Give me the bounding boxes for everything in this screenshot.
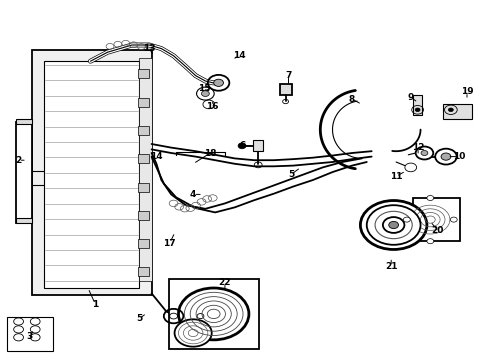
Circle shape <box>178 288 248 340</box>
Text: 7: 7 <box>285 71 291 80</box>
Bar <box>138 211 149 220</box>
Text: 14: 14 <box>150 152 163 161</box>
Text: 5: 5 <box>287 170 293 179</box>
Text: 19: 19 <box>460 87 472 96</box>
Text: 18: 18 <box>203 149 216 158</box>
Text: 8: 8 <box>348 94 354 104</box>
Bar <box>16 218 32 223</box>
Text: 12: 12 <box>411 143 424 152</box>
Circle shape <box>447 108 452 112</box>
Bar <box>7 317 53 351</box>
Circle shape <box>382 217 404 233</box>
Text: 1: 1 <box>92 300 98 309</box>
Bar <box>253 140 263 151</box>
Text: 4: 4 <box>189 190 196 199</box>
Text: 16: 16 <box>206 102 219 111</box>
Bar <box>412 198 459 241</box>
Text: 3: 3 <box>26 332 32 341</box>
Bar <box>16 119 32 124</box>
Bar <box>16 122 32 223</box>
Bar <box>138 239 149 248</box>
Text: 13: 13 <box>142 44 155 53</box>
Text: 6: 6 <box>240 141 245 150</box>
Bar <box>138 69 149 78</box>
Text: 9: 9 <box>407 93 413 102</box>
Circle shape <box>426 239 433 244</box>
Circle shape <box>174 319 211 347</box>
Bar <box>44 61 139 288</box>
Circle shape <box>449 217 456 222</box>
Circle shape <box>440 153 450 160</box>
Circle shape <box>414 108 419 112</box>
Circle shape <box>415 147 432 159</box>
Bar <box>139 58 151 281</box>
Text: 10: 10 <box>452 152 465 161</box>
Bar <box>168 279 259 349</box>
Circle shape <box>403 217 409 222</box>
Bar <box>138 267 149 276</box>
Text: 17: 17 <box>163 238 176 248</box>
Bar <box>138 183 149 192</box>
Bar <box>138 126 149 135</box>
Bar <box>32 50 151 295</box>
Circle shape <box>360 201 426 249</box>
Circle shape <box>434 149 456 165</box>
Text: 20: 20 <box>430 226 443 235</box>
Circle shape <box>366 205 420 245</box>
Text: 2: 2 <box>16 156 21 165</box>
Text: 14: 14 <box>233 51 245 60</box>
Bar <box>279 84 291 95</box>
Text: 21: 21 <box>384 262 397 271</box>
Text: 22: 22 <box>218 278 231 287</box>
Circle shape <box>201 91 209 96</box>
Circle shape <box>388 221 398 229</box>
Text: 11: 11 <box>389 172 402 181</box>
Bar <box>412 95 421 115</box>
Circle shape <box>213 79 223 86</box>
Text: 5: 5 <box>136 314 142 323</box>
Bar <box>442 104 471 119</box>
Circle shape <box>238 143 245 149</box>
Bar <box>138 154 149 163</box>
Circle shape <box>420 150 427 156</box>
Text: 15: 15 <box>198 84 210 93</box>
Circle shape <box>374 211 411 239</box>
Circle shape <box>426 195 433 201</box>
Bar <box>138 98 149 107</box>
